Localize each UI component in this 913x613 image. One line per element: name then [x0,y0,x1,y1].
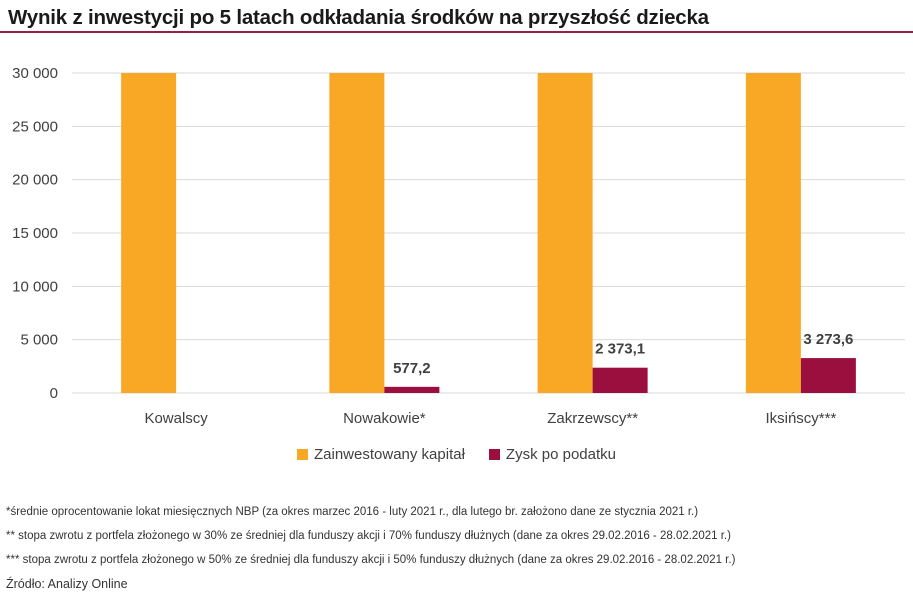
y-tick-label: 15 000 [12,225,58,242]
y-tick-label: 0 [50,385,58,402]
legend-swatch-capital [297,449,308,460]
bar-capital [537,73,593,393]
y-tick-label: 5 000 [20,332,58,349]
x-tick-label: Iksińscy*** [765,410,836,427]
y-tick-label: 10 000 [12,278,58,295]
bar-capital [121,73,177,393]
bars [121,73,856,393]
title-divider [0,31,913,33]
x-tick-label: Zakrzewscy** [547,410,638,427]
data-label: 3 273,6 [803,331,853,348]
legend-label-profit: Zysk po podatku [505,446,616,463]
x-tick-label: Nowakowie* [343,410,426,427]
y-tick-label: 30 000 [12,65,58,82]
grid-lines [72,72,905,394]
y-axis-ticks: 0 5 000 10 000 15 000 20 000 25 000 30 000 [12,65,58,402]
footnote-3: *** stopa zwrotu z portfela złożonego w … [6,554,736,566]
legend-item-profit: Zysk po podatku [488,446,616,463]
footnotes: *średnie oprocentowanie lokat miesięczny… [6,500,911,596]
data-label: 577,2 [393,360,431,377]
data-label: 2 373,1 [595,341,645,358]
footnote-1: *średnie oprocentowanie lokat miesięczny… [6,506,699,518]
legend-label-capital: Zainwestowany kapitał [314,446,465,463]
bar-profit [592,367,648,393]
legend-swatch-profit [488,449,500,460]
bar-capital [329,73,385,393]
chart-title: Wynik z inwestycji po 5 latach odkładani… [8,6,709,29]
data-labels: 577,2 2 373,1 3 273,6 [393,331,853,377]
y-tick-label: 20 000 [12,172,58,189]
y-tick-label: 25 000 [12,118,58,135]
bar-profit [384,386,440,393]
bar-chart: 0 5 000 10 000 15 000 20 000 25 000 30 000 577… [12,65,905,427]
footnote-2: ** stopa zwrotu z portfela złożonego w 3… [6,530,731,542]
bar-profit [800,358,856,393]
source-note: Źródło: Analizy Online [6,577,128,591]
x-axis-ticks: Kowalscy Nowakowie* Zakrzewscy** Iksińscy**… [144,410,836,427]
legend: Zainwestowany kapitał Zysk po podatku [0,446,913,463]
x-tick-label: Kowalscy [144,410,208,427]
bar-capital [745,73,801,393]
legend-item-capital: Zainwestowany kapitał [297,446,465,463]
